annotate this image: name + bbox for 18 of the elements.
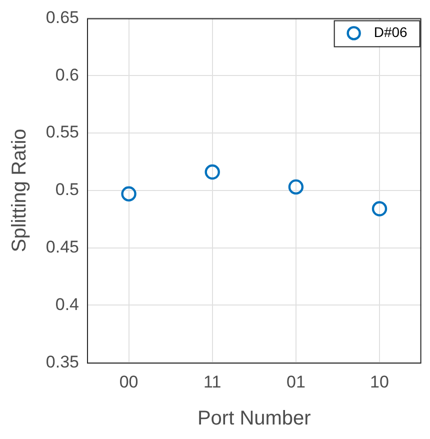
y-tick-label: 0.6 (55, 65, 79, 84)
y-tick-label: 0.65 (46, 8, 79, 27)
x-tick-label: 11 (204, 372, 222, 392)
y-tick-label: 0.45 (46, 237, 79, 256)
x-tick-label: 10 (370, 372, 389, 392)
x-axis-title: Port Number (197, 408, 312, 430)
y-tick-label: 0.5 (55, 180, 79, 200)
x-tick-label: 01 (286, 372, 306, 392)
y-axis-title: Splitting Ratio (8, 128, 31, 252)
point (121, 186, 136, 202)
y-tick-label: 0.35 (46, 352, 79, 372)
x-tick-label: 00 (119, 372, 138, 392)
point (372, 201, 388, 216)
legend-label: D#06 (374, 24, 408, 40)
y-tick-label: 0.55 (46, 122, 79, 142)
y-tick-label: 0.4 (55, 294, 79, 314)
point (288, 179, 304, 195)
point (204, 164, 220, 180)
